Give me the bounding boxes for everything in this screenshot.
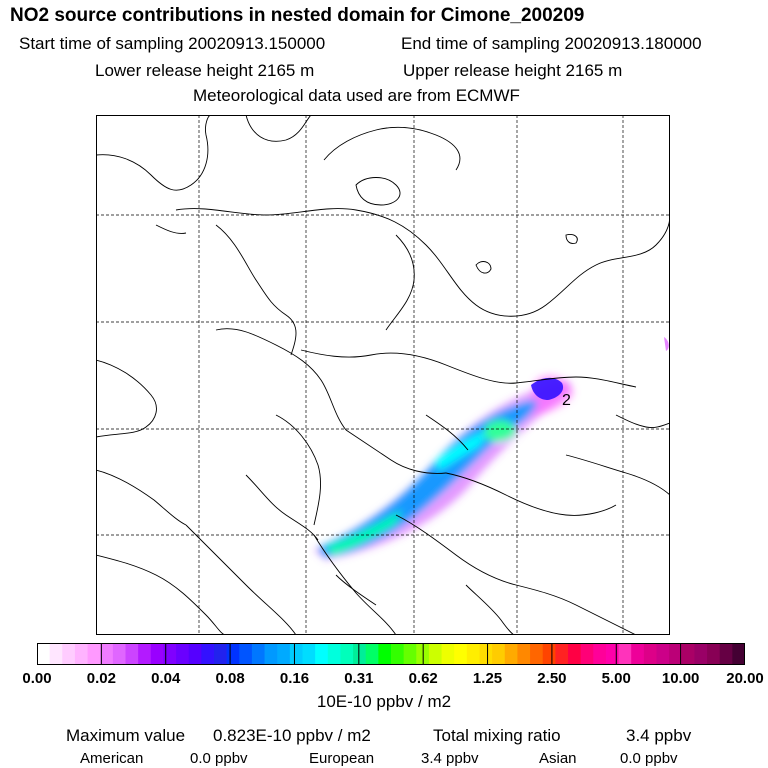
colorbar-tick-label: 0.16 xyxy=(279,670,310,687)
lower-height-label: Lower release height 2165 m xyxy=(95,61,315,80)
colorbar-cell xyxy=(517,643,531,665)
total-mixing-label: Total mixing ratio xyxy=(433,726,561,745)
colorbar-cell xyxy=(530,643,544,665)
map-panel: 2 xyxy=(96,115,670,635)
colorbar-cell xyxy=(555,643,569,665)
colorbar-tick-label: 0.08 xyxy=(215,670,245,687)
colorbar-cell xyxy=(251,643,266,665)
start-time-label: Start time of sampling 20020913.150000 xyxy=(19,34,326,53)
colorbar-tick-label: 0.02 xyxy=(86,670,116,687)
colorbar-cell xyxy=(428,643,443,665)
max-value: 0.823E-10 ppbv / m2 xyxy=(213,726,371,745)
colorbar-cell xyxy=(492,643,506,665)
colorbar-cell xyxy=(62,643,76,665)
colorbar-unit-label: 10E-10 ppbv / m2 xyxy=(316,692,452,711)
colorbar-tick-label: 0.31 xyxy=(344,670,374,687)
colorbar-tick-label: 2.50 xyxy=(537,670,567,687)
colorbar-cell xyxy=(176,643,190,665)
colorbar-cell xyxy=(479,643,493,665)
colorbar-frame xyxy=(37,643,745,665)
colorbar-cell xyxy=(214,643,228,665)
colorbar-cells xyxy=(37,643,745,665)
colorbar-cell xyxy=(681,643,696,665)
region-value-american: 0.0 ppbv xyxy=(190,750,248,767)
colorbar-cell xyxy=(391,643,405,665)
colorbar-cell xyxy=(37,643,51,665)
lat-lon-grid xyxy=(96,115,670,635)
colorbar-cell xyxy=(441,643,455,665)
colorbar-cell xyxy=(315,643,329,665)
region-value-european: 3.4 ppbv xyxy=(421,750,479,767)
colorbar-cell xyxy=(631,643,645,665)
colorbar-tick-label: 0.04 xyxy=(151,670,181,687)
colorbar-cell xyxy=(643,643,658,665)
colorbar-cell xyxy=(49,643,63,665)
colorbar-cell xyxy=(656,643,670,665)
total-mixing-value: 3.4 ppbv xyxy=(626,726,692,745)
colorbar-cell xyxy=(605,643,620,665)
colorbar-cell xyxy=(138,643,152,665)
colorbar-cell xyxy=(163,643,177,665)
colorbar-cell xyxy=(454,643,468,665)
region-name-american: American xyxy=(80,750,144,767)
colorbar-cell xyxy=(378,643,392,665)
colorbar-cell xyxy=(264,643,278,665)
colorbar-cell xyxy=(100,643,114,665)
colorbar-cell xyxy=(112,643,127,665)
colorbar-cell xyxy=(504,643,519,665)
colorbar-cell xyxy=(289,643,304,665)
colorbar-cell xyxy=(466,643,481,665)
colorbar-tick-label: 1.25 xyxy=(472,670,503,687)
colorbar-tick-label: 5.00 xyxy=(601,670,631,687)
colorbar-cell xyxy=(593,643,607,665)
region-name-european: European xyxy=(309,750,375,767)
colorbar-tick-label: 0.62 xyxy=(408,670,438,687)
colorbar-cell xyxy=(353,643,367,665)
colorbar-cell xyxy=(201,643,215,665)
coastlines-borders xyxy=(96,115,670,635)
region-name-asian: Asian xyxy=(539,750,577,767)
colorbar-cell xyxy=(618,643,632,665)
colorbar-tick-label: 10.00 xyxy=(661,670,700,687)
colorbar-cell xyxy=(277,643,291,665)
colorbar-cell xyxy=(340,643,354,665)
colorbar-cell xyxy=(302,643,316,665)
colorbar-cell xyxy=(239,643,253,665)
colorbar-dividers xyxy=(100,643,682,665)
colorbar-cell xyxy=(327,643,342,665)
plume-label: 2 xyxy=(562,392,571,409)
max-value-label: Maximum value xyxy=(66,726,186,745)
upper-height-label: Upper release height 2165 m xyxy=(403,61,623,80)
colorbar-cell xyxy=(150,643,165,665)
colorbar-cell xyxy=(226,643,240,665)
colorbar-cell xyxy=(542,643,556,665)
colorbar-cell xyxy=(188,643,202,665)
colorbar-cell xyxy=(365,643,379,665)
colorbar-cell xyxy=(732,643,745,665)
colorbar-cell xyxy=(403,643,417,665)
colorbar xyxy=(37,643,745,665)
met-source-label: Meteorological data used are from ECMWF xyxy=(193,86,520,105)
colorbar-cell xyxy=(719,643,733,665)
colorbar-cell xyxy=(74,643,89,665)
nox-plume: 2 xyxy=(314,337,669,560)
colorbar-cell xyxy=(87,643,101,665)
colorbar-cell xyxy=(669,643,683,665)
colorbar-cell xyxy=(707,643,721,665)
colorbar-cell xyxy=(694,643,708,665)
map-background xyxy=(96,115,670,635)
colorbar-cell xyxy=(580,643,594,665)
colorbar-cell xyxy=(568,643,582,665)
region-value-asian: 0.0 ppbv xyxy=(620,750,678,767)
colorbar-cell xyxy=(125,643,139,665)
map-frame xyxy=(96,115,670,635)
colorbar-tick-label: 0.00 xyxy=(22,670,52,687)
plot-title: NO2 source contributions in nested domai… xyxy=(10,5,585,26)
end-time-label: End time of sampling 20020913.180000 xyxy=(401,34,702,53)
colorbar-tick-label: 20.00 xyxy=(726,670,764,687)
